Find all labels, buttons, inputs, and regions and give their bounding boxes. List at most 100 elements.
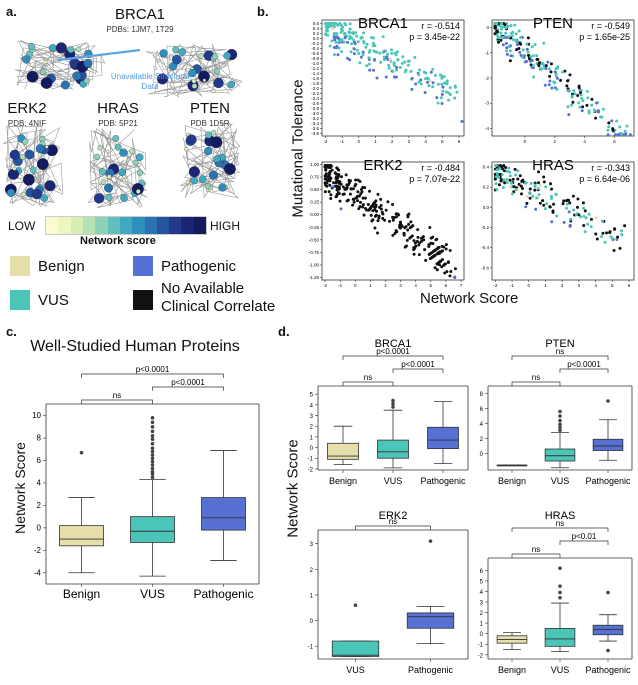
scatter-point-vus bbox=[508, 174, 512, 178]
scatter-point-vus bbox=[372, 44, 376, 48]
residue-sphere bbox=[136, 169, 143, 176]
panel-c-label: c. bbox=[6, 324, 17, 339]
scatter-point-vus bbox=[580, 96, 584, 100]
residue-sphere bbox=[106, 149, 110, 154]
residue-sphere bbox=[223, 51, 231, 60]
plot-frame bbox=[321, 161, 465, 281]
x-tick-label: 0 bbox=[354, 283, 357, 288]
box-pathogenic bbox=[592, 624, 624, 636]
scatter-point-vus bbox=[609, 235, 613, 239]
scatter-point-vus bbox=[566, 105, 570, 109]
scatter-point-vus bbox=[620, 233, 624, 237]
scatter-point-none bbox=[431, 235, 435, 239]
scatter-point-none bbox=[423, 248, 427, 252]
scatter-point-pathogenic bbox=[395, 65, 399, 69]
x-tick-label: -1 bbox=[338, 283, 342, 288]
scatter-point-none bbox=[549, 62, 553, 66]
scatter-point-pathogenic bbox=[505, 46, 509, 50]
outlier-point bbox=[150, 434, 155, 438]
residue-sphere bbox=[137, 163, 141, 167]
residue-sphere bbox=[120, 194, 128, 202]
scatter-point-none bbox=[443, 271, 447, 275]
scatter-point-none bbox=[323, 174, 327, 178]
scatter-point-vus bbox=[332, 53, 336, 57]
y-tick-label: -3 bbox=[485, 101, 489, 106]
scatter-point-none bbox=[589, 217, 593, 221]
residue-sphere bbox=[104, 183, 113, 193]
y-tick-label: -4 bbox=[485, 126, 489, 131]
category-label: VUS bbox=[551, 476, 570, 486]
scatter-point-vus bbox=[494, 21, 498, 25]
outlier-point bbox=[558, 422, 562, 427]
residue-sphere bbox=[6, 188, 16, 197]
scatter-point-none bbox=[394, 212, 398, 216]
scatter-point-pathogenic bbox=[596, 109, 600, 113]
correlation-r: r = -0.549 bbox=[591, 21, 630, 31]
scatter-point-vus bbox=[593, 109, 597, 113]
unavailable-link-line bbox=[57, 48, 141, 62]
scatter-point-none bbox=[420, 239, 424, 243]
scatter-point-none bbox=[411, 224, 415, 228]
significance-label: ns bbox=[364, 373, 372, 382]
scatter-point-none bbox=[379, 197, 383, 201]
scatter-point-none bbox=[623, 224, 627, 228]
scatter-point-none bbox=[520, 179, 524, 183]
y-tick-label: -3.2 bbox=[311, 116, 319, 121]
scatter-point-pathogenic bbox=[441, 85, 445, 89]
scatter-point-none bbox=[549, 70, 553, 74]
residue-sphere bbox=[211, 53, 219, 60]
residue-sphere bbox=[192, 146, 196, 150]
scatter-point-vus bbox=[514, 187, 518, 191]
y-tick-label: -3.0 bbox=[311, 111, 319, 116]
scatter-point-vus bbox=[378, 51, 382, 55]
scatter-point-vus bbox=[561, 70, 565, 74]
outlier-point bbox=[353, 603, 358, 607]
significance-label: p<0.01 bbox=[572, 532, 597, 541]
scatter-point-pathogenic bbox=[352, 47, 356, 51]
scatter-point-pathogenic bbox=[410, 76, 414, 80]
residue-sphere bbox=[31, 188, 43, 200]
scatter-point-none bbox=[444, 247, 448, 251]
scatter-point-none bbox=[405, 238, 409, 242]
box-vus bbox=[331, 640, 380, 657]
scatter-point-none bbox=[605, 231, 609, 235]
scatter-point-vus bbox=[519, 36, 523, 40]
y-tick-label: 0.0 bbox=[313, 36, 320, 41]
outlier-point bbox=[391, 398, 395, 403]
scatter-point-none bbox=[416, 235, 420, 239]
x-tick-label: 0 bbox=[524, 139, 527, 144]
scatter-point-benign bbox=[388, 57, 392, 61]
box-benign bbox=[327, 442, 359, 460]
scatter-point-vus bbox=[496, 175, 500, 179]
scatter-point-none bbox=[568, 73, 572, 77]
scatter-point-vus bbox=[338, 21, 342, 25]
scatter-point-vus bbox=[585, 89, 589, 93]
scatter-point-vus bbox=[623, 129, 627, 133]
scatter-point-vus bbox=[326, 33, 330, 37]
scatter-point-vus bbox=[554, 192, 558, 196]
scatter-point-none bbox=[323, 190, 327, 194]
scatter-point-vus bbox=[356, 40, 360, 44]
outlier-point bbox=[558, 418, 562, 423]
scatter-point-none bbox=[365, 208, 369, 212]
y-tick-label: 2 bbox=[310, 568, 314, 574]
scatter-point-vus bbox=[391, 69, 395, 73]
scatter-point-benign bbox=[508, 185, 512, 189]
scatter-point-none bbox=[449, 270, 453, 274]
significance-label: ns bbox=[556, 347, 564, 356]
scatter-point-vus bbox=[495, 168, 499, 172]
colorbar-step bbox=[156, 217, 170, 234]
scatter-point-none bbox=[542, 175, 546, 179]
scatter-point-pathogenic bbox=[386, 58, 390, 62]
scatter-point-vus bbox=[521, 48, 525, 52]
significance-label: ns bbox=[532, 545, 540, 554]
scatter-point-pathogenic bbox=[623, 133, 627, 137]
scatter-point-none bbox=[381, 216, 385, 220]
scatter-point-none bbox=[508, 59, 512, 63]
scatter-point-vus bbox=[507, 44, 511, 48]
scatter-point-vus bbox=[516, 169, 520, 173]
scatter-point-vus bbox=[555, 214, 559, 218]
scatter-point-vus bbox=[505, 178, 509, 182]
scatter-point-pathogenic bbox=[553, 70, 557, 74]
scatter-point-vus bbox=[625, 124, 629, 128]
